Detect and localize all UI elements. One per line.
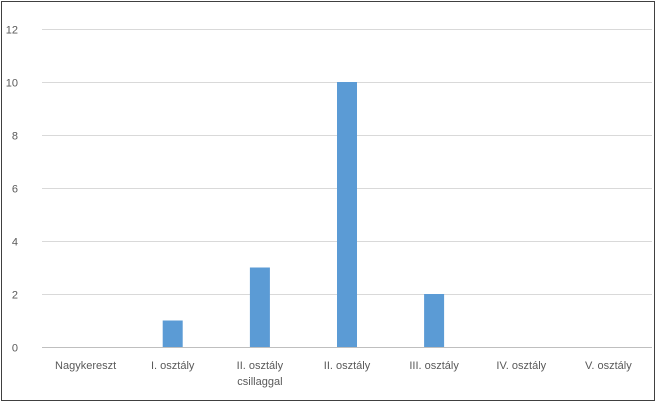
x-tick-label: csillaggal bbox=[237, 376, 282, 388]
y-tick-label: 2 bbox=[12, 290, 18, 302]
y-tick-label: 8 bbox=[12, 131, 18, 143]
y-tick-label: 12 bbox=[6, 25, 18, 37]
bar bbox=[162, 320, 183, 347]
x-tick-label: V. osztály bbox=[585, 360, 632, 372]
bar bbox=[424, 294, 445, 347]
x-tick-label: II. osztály bbox=[237, 360, 284, 372]
x-tick-label: I. osztály bbox=[151, 360, 195, 372]
y-axis-tick-labels: 0 2 4 6 8 10 12 bbox=[6, 25, 18, 355]
y-tick-label: 0 bbox=[12, 343, 18, 355]
bar bbox=[337, 82, 357, 347]
y-tick-label: 4 bbox=[12, 237, 18, 249]
x-tick-label: II. osztály bbox=[324, 360, 371, 372]
x-axis-tick-labels: Nagykereszt I. osztály II. osztály csillagg… bbox=[55, 360, 632, 388]
x-tick-label: Nagykereszt bbox=[55, 360, 116, 372]
y-tick-label: 10 bbox=[6, 78, 18, 90]
bar bbox=[249, 267, 270, 347]
y-tick-label: 6 bbox=[12, 184, 18, 196]
x-tick-label: IV. osztály bbox=[496, 360, 546, 372]
x-tick-label: III. osztály bbox=[409, 360, 459, 372]
bars bbox=[162, 82, 445, 347]
